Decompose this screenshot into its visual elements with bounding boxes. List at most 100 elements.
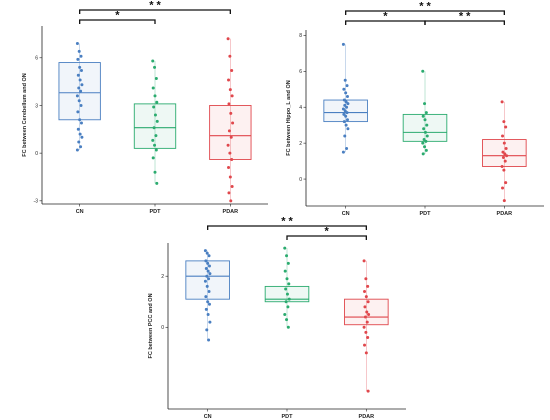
hippo-point-pdar-11: [500, 164, 504, 168]
hippo-y-tick-label-2: 4: [299, 105, 302, 111]
pcc-category-label-pdt: PDT: [282, 414, 294, 420]
pcc-point-cn-8: [208, 272, 212, 276]
pcc-y-axis-title: FC between PCC and ON: [148, 293, 154, 358]
cerebellum-point-cn-7: [78, 78, 82, 82]
pcc-point-cn-18: [206, 313, 210, 317]
hippo-category-label-pdar: PDAR: [497, 211, 513, 217]
pcc-point-cn-0: [203, 249, 207, 253]
cerebellum-point-pdt-2: [154, 76, 158, 80]
pcc-point-pdar-16: [366, 389, 370, 393]
hippo-point-pdar-10: [503, 159, 507, 163]
pcc-point-pdar-8: [367, 313, 371, 317]
cerebellum-point-cn-6: [76, 73, 80, 77]
cerebellum-point-pdar-2: [230, 69, 234, 72]
pcc-sig-bracket-1: [286, 235, 367, 240]
cerebellum-point-pdar-16: [230, 185, 234, 189]
pcc-sig-bracket-0: [207, 225, 367, 230]
hippo-point-cn-8: [346, 102, 350, 106]
cerebellum-point-cn-17: [76, 127, 80, 131]
hippo-category-label-cn: CN: [342, 211, 350, 217]
cerebellum-point-pdt-7: [153, 113, 157, 117]
cerebellum-y-axis-title: FC between Cerebellum and ON: [22, 73, 28, 156]
cerebellum-y-tick-label-1: 0: [35, 151, 38, 157]
hippo-point-pdar-5: [504, 147, 508, 151]
cerebellum-point-cn-14: [76, 110, 80, 114]
pcc-category-label-pdar: PDAR: [359, 414, 375, 420]
cerebellum-point-cn-18: [78, 132, 82, 136]
cerebellum-point-cn-0: [75, 41, 79, 45]
cerebellum-sig-label-0: *: [115, 10, 120, 22]
hippo-point-pdt-0: [421, 69, 425, 73]
hippo-category-label-pdt: PDT: [420, 211, 432, 217]
hippo-boxplot-svg: 0 2 4 6 8 FC between Hippo_L and ON CN PDT PDAR *…: [286, 1, 544, 217]
cerebellum-point-pdt-16: [155, 181, 159, 185]
cerebellum-y-tick-label-2: 3: [35, 103, 38, 109]
cerebellum-point-cn-19: [80, 135, 84, 139]
hippo-point-cn-21: [345, 147, 349, 151]
hippo-point-pdar-12: [502, 168, 506, 172]
cerebellum-point-cn-9: [77, 86, 81, 90]
pcc-point-pdar-4: [364, 295, 368, 299]
cerebellum-point-pdar-10: [229, 135, 233, 139]
hippo-point-pdar-4: [502, 141, 506, 145]
cerebellum-point-pdt-5: [155, 100, 159, 104]
cerebellum-point-pdt-0: [151, 59, 155, 63]
pcc-point-pdar-15: [364, 351, 368, 355]
pcc-point-pdt-0: [283, 246, 287, 250]
pcc-point-cn-1: [205, 251, 209, 255]
pcc-point-cn-11: [203, 279, 207, 283]
cerebellum-point-pdar-9: [227, 129, 231, 133]
pcc-point-pdar-10: [365, 320, 369, 324]
pcc-point-pdar-6: [363, 305, 367, 309]
cerebellum-point-pdt-4: [153, 94, 157, 98]
cerebellum-point-cn-2: [79, 54, 83, 58]
pcc-point-cn-16: [207, 302, 211, 306]
pcc-point-pdar-11: [362, 325, 366, 329]
cerebellum-point-cn-21: [79, 145, 83, 149]
hippo-point-cn-16: [345, 118, 349, 122]
hippo-point-pdt-13: [424, 148, 428, 152]
pcc-point-pdt-8: [287, 297, 291, 301]
cerebellum-point-cn-1: [77, 49, 81, 53]
hippo-point-pdt-11: [421, 141, 425, 145]
cerebellum-point-cn-4: [78, 65, 82, 69]
cerebellum-point-pdar-7: [229, 111, 233, 115]
hippo-point-cn-13: [345, 111, 349, 115]
pcc-point-pdt-13: [286, 325, 290, 329]
pcc-point-pdt-7: [285, 292, 289, 296]
hippo-point-pdt-7: [423, 130, 427, 134]
hippo-point-pdar-14: [501, 186, 505, 190]
cerebellum-point-pdar-15: [228, 175, 232, 179]
cerebellum-point-pdt-3: [151, 86, 155, 90]
hippo-point-cn-22: [341, 150, 345, 154]
pcc-point-cn-9: [205, 274, 209, 278]
hippo-boxplot-panel: 0 2 4 6 8 FC between Hippo_L and ON CN PDT PDAR *…: [276, 0, 550, 217]
hippo-point-pdt-3: [421, 114, 425, 118]
pcc-sig-label-1: *: [325, 226, 330, 238]
hippo-point-cn-3: [342, 87, 346, 91]
pcc-point-cn-20: [205, 328, 209, 332]
cerebellum-point-cn-20: [77, 140, 81, 144]
pcc-point-cn-13: [207, 290, 211, 294]
hippo-point-pdar-9: [501, 156, 505, 160]
cerebellum-point-cn-8: [80, 83, 84, 87]
hippo-point-pdt-12: [423, 145, 427, 149]
hippo-point-cn-2: [345, 84, 349, 88]
pcc-point-pdar-7: [365, 310, 369, 314]
pcc-point-pdt-9: [284, 300, 288, 304]
hippo-point-pdt-4: [423, 118, 427, 122]
hippo-point-pdt-14: [421, 152, 425, 156]
hippo-sig-bracket-1: [345, 10, 505, 15]
pcc-point-pdt-1: [285, 254, 289, 258]
pcc-point-cn-14: [204, 295, 208, 299]
pcc-point-pdar-14: [363, 343, 367, 347]
pcc-point-cn-3: [204, 259, 208, 263]
cerebellum-point-cn-11: [75, 94, 79, 98]
pcc-point-pdar-12: [364, 330, 368, 334]
pcc-point-pdt-4: [285, 277, 289, 281]
cerebellum-point-pdar-12: [228, 151, 232, 155]
cerebellum-point-pdt-13: [154, 148, 158, 152]
cerebellum-y-tick-label-0: -3: [34, 199, 39, 205]
hippo-point-cn-17: [342, 120, 346, 124]
hippo-sig-label-1: * *: [419, 1, 431, 13]
